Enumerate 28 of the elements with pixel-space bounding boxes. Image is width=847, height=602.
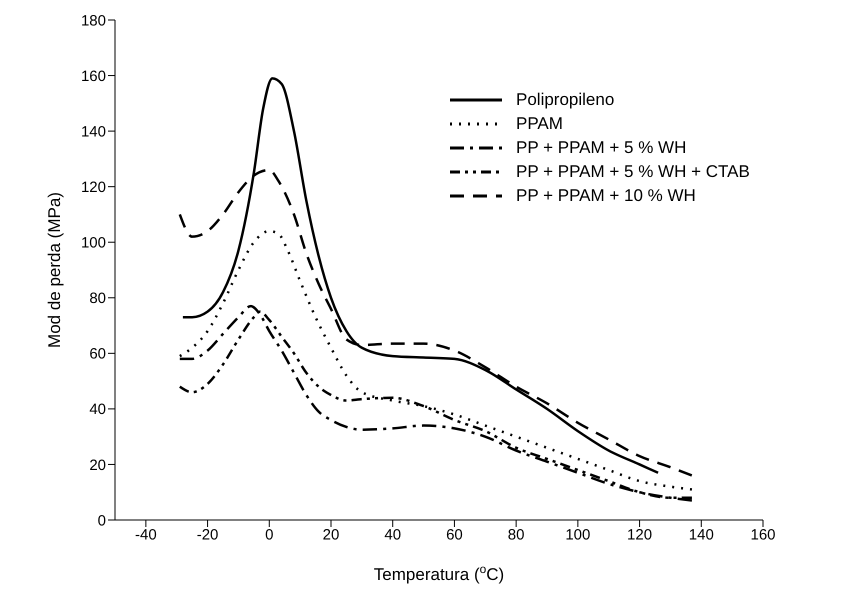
y-tick-label: 60 xyxy=(89,346,106,363)
x-tick-label: 100 xyxy=(565,526,590,544)
legend-label: PP + PPAM + 10 % WH xyxy=(516,186,696,206)
legend-label: PPAM xyxy=(516,114,563,134)
y-tick-label: 0 xyxy=(98,512,106,530)
y-tick-label: 20 xyxy=(89,456,106,474)
y-tick-label: 120 xyxy=(80,178,106,196)
x-tick-label: 40 xyxy=(384,526,402,544)
y-tick-label: 40 xyxy=(89,401,106,418)
x-tick-label: 120 xyxy=(627,526,652,544)
x-axis-title: Temperatura ($^{o}$C) xyxy=(374,562,504,584)
y-tick-label: 100 xyxy=(80,234,106,252)
x-tick-label: 160 xyxy=(750,526,776,544)
y-tick-label: 80 xyxy=(89,290,106,308)
x-tick-label: 20 xyxy=(322,526,340,544)
x-tick-label: 80 xyxy=(508,526,524,544)
legend-label: PP + PPAM + 5 % WH + CTAB xyxy=(516,162,750,182)
y-tick-label: 140 xyxy=(80,123,106,140)
x-tick-label: 0 xyxy=(265,526,274,544)
x-tick-label: 60 xyxy=(446,526,463,544)
x-tick-label: 140 xyxy=(688,526,714,544)
y-tick-label: 180 xyxy=(80,12,106,30)
legend-label: PP + PPAM + 5 % WH xyxy=(516,138,686,158)
x-tick-label: -40 xyxy=(135,526,157,544)
legend-label: Polipropileno xyxy=(516,90,614,110)
y-tick-label: 160 xyxy=(80,68,106,85)
y-axis-title: Mod de perda (MPa) xyxy=(45,192,64,348)
x-tick-label: -20 xyxy=(196,526,218,544)
